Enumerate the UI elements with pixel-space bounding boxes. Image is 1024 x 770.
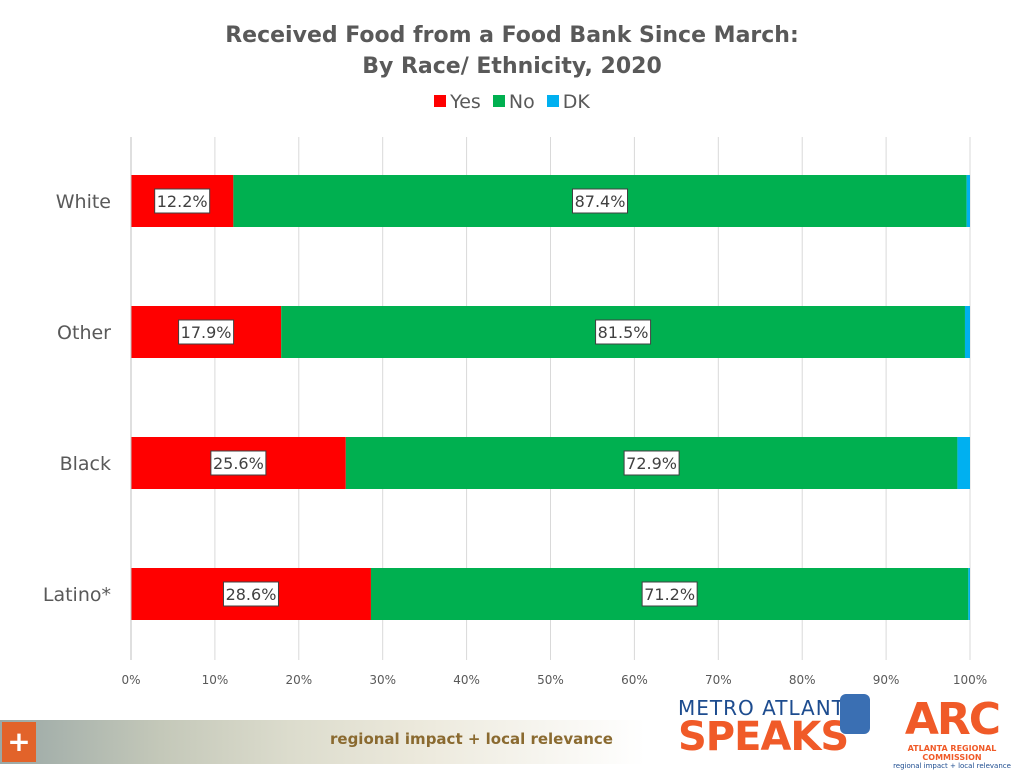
data-label: 81.5% — [598, 323, 649, 342]
x-tick-label: 60% — [621, 673, 648, 687]
metro-atlanta-speaks-logo: METRO ATLANTA SPEAKS — [678, 694, 878, 760]
data-label: 71.2% — [644, 585, 695, 604]
data-label: 12.2% — [157, 192, 208, 211]
arc-logo: ARC ATLANTA REGIONAL COMMISSION regional… — [880, 694, 1024, 770]
arc-logo-mark: ARC — [904, 694, 1001, 745]
data-label-box — [595, 319, 652, 345]
speech-bubble-icon — [840, 694, 870, 734]
legend-label-yes: Yes — [450, 91, 481, 113]
x-tick-label: 50% — [537, 673, 564, 687]
legend-item-no: No — [492, 91, 535, 113]
arc-logo-subtitle: regional impact + local relevance — [893, 762, 1011, 770]
data-label-box — [210, 450, 267, 476]
x-tick-label: 70% — [705, 673, 732, 687]
bar-segment-dk — [966, 175, 970, 227]
data-label-box — [154, 188, 211, 214]
category-label: Other — [57, 322, 111, 344]
data-labels: 12.2% 87.4% 17.9% 81.5% 25.6% 72.9% 28.6% 71.2% — [154, 188, 698, 607]
bar-segment-dk — [957, 437, 970, 489]
data-label-box — [178, 319, 235, 345]
category-label: White — [56, 191, 111, 213]
stacked-bar-chart: 12.2% 87.4% 17.9% 81.5% 25.6% 72.9% 28.6% 71.2%… — [43, 137, 987, 687]
x-tick-label: 100% — [953, 673, 987, 687]
footer-banner: + regional impact + local relevance METR… — [0, 694, 1024, 770]
bar-segment-dk — [964, 306, 970, 358]
footer-tagline: regional impact + local relevance — [330, 730, 613, 748]
chart-title: Received Food from a Food Bank Since Mar… — [0, 20, 1024, 82]
data-label-box — [623, 450, 680, 476]
legend-label-no: No — [508, 91, 535, 113]
legend-item-dk: DK — [546, 91, 590, 113]
legend-item-yes: Yes — [434, 91, 481, 113]
bar-segment-dk — [968, 568, 970, 620]
x-tick-label: 90% — [873, 673, 900, 687]
data-label: 25.6% — [213, 454, 264, 473]
legend-label-dk: DK — [562, 91, 590, 113]
legend-swatch-dk — [546, 95, 559, 107]
data-label: 17.9% — [181, 323, 232, 342]
chart-legend: Yes No DK — [0, 91, 1024, 113]
axes: 0% 10% 20% 30% 40% 50% 60% 70% 80% 90% 100% White Ot… — [43, 137, 987, 687]
legend-swatch-no — [492, 95, 505, 107]
data-label: 87.4% — [575, 192, 626, 211]
x-tick-label: 10% — [202, 673, 229, 687]
x-tick-label: 80% — [789, 673, 816, 687]
chart-title-line: Received Food from a Food Bank Since Mar… — [225, 23, 799, 48]
x-tick-label: 30% — [369, 673, 396, 687]
data-label-box — [641, 581, 698, 607]
category-label: Latino* — [43, 584, 111, 606]
data-label-box — [572, 188, 629, 214]
plus-icon: + — [2, 722, 36, 762]
x-tick-label: 20% — [285, 673, 312, 687]
x-tick-label: 40% — [453, 673, 480, 687]
category-label: Black — [60, 453, 111, 475]
arc-logo-name: ATLANTA REGIONAL COMMISSION — [907, 744, 997, 762]
data-label-box — [222, 581, 279, 607]
data-label: 28.6% — [226, 585, 277, 604]
footer-photo-strip — [0, 720, 645, 764]
logo-metro-atlanta-text: METRO ATLANTA — [678, 696, 859, 720]
data-label: 72.9% — [626, 454, 677, 473]
chart-subtitle-line: By Race/ Ethnicity, 2020 — [362, 54, 662, 79]
logo-speaks-text: SPEAKS — [678, 714, 849, 760]
x-tick-label: 0% — [121, 673, 140, 687]
legend-swatch-yes — [434, 95, 447, 107]
